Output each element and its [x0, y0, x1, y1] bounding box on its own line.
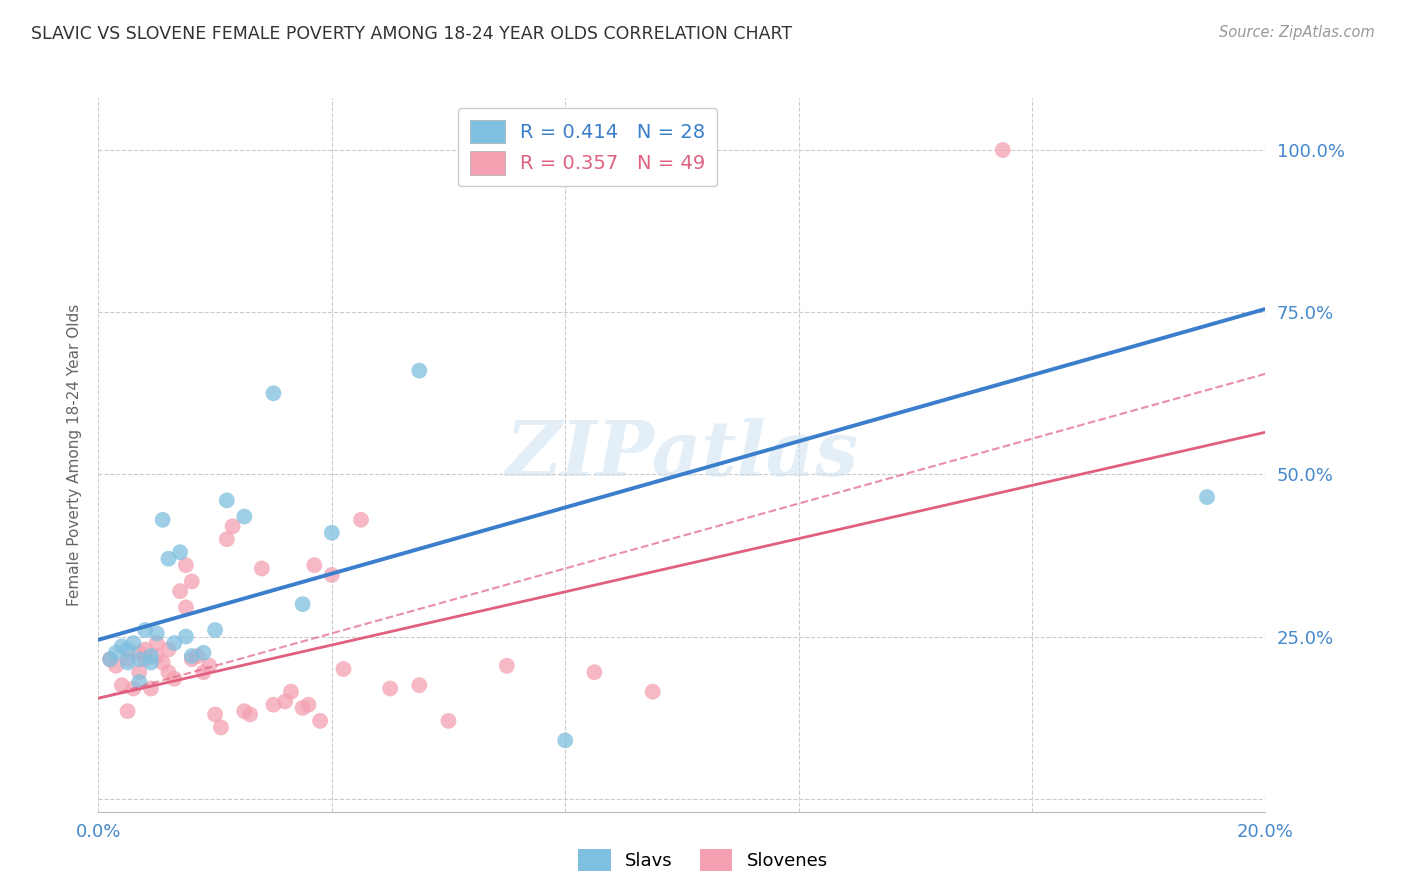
Point	[408, 678, 430, 692]
Point	[157, 665, 180, 680]
Point	[297, 698, 319, 712]
Point	[321, 525, 343, 540]
Point	[139, 681, 162, 696]
Point	[128, 652, 150, 666]
Point	[117, 652, 139, 666]
Point	[134, 623, 156, 637]
Point	[163, 672, 186, 686]
Point	[111, 678, 134, 692]
Point	[408, 363, 430, 377]
Point	[274, 694, 297, 708]
Point	[152, 513, 174, 527]
Point	[291, 597, 314, 611]
Point	[180, 648, 202, 663]
Point	[117, 704, 139, 718]
Point	[193, 665, 215, 680]
Point	[122, 636, 145, 650]
Point	[291, 701, 314, 715]
Point	[350, 513, 373, 527]
Point	[380, 681, 402, 696]
Point	[180, 652, 202, 666]
Point	[204, 623, 226, 637]
Point	[174, 600, 197, 615]
Point	[437, 714, 460, 728]
Point	[128, 646, 150, 660]
Point	[163, 636, 186, 650]
Text: SLAVIC VS SLOVENE FEMALE POVERTY AMONG 18-24 YEAR OLDS CORRELATION CHART: SLAVIC VS SLOVENE FEMALE POVERTY AMONG 1…	[31, 25, 792, 43]
Point	[98, 652, 121, 666]
Point	[139, 656, 162, 670]
Point	[117, 642, 139, 657]
Point	[641, 684, 664, 698]
Point	[332, 662, 354, 676]
Point	[262, 698, 284, 712]
Point	[239, 707, 262, 722]
Point	[157, 551, 180, 566]
Point	[104, 646, 127, 660]
Legend: Slavs, Slovenes: Slavs, Slovenes	[571, 842, 835, 879]
Point	[209, 720, 232, 734]
Text: ZIPatlas: ZIPatlas	[505, 418, 859, 491]
Point	[169, 545, 191, 559]
Point	[233, 704, 256, 718]
Point	[193, 646, 215, 660]
Point	[554, 733, 576, 747]
Point	[583, 665, 606, 680]
Point	[139, 648, 162, 663]
Point	[204, 707, 226, 722]
Point	[128, 665, 150, 680]
Y-axis label: Female Poverty Among 18-24 Year Olds: Female Poverty Among 18-24 Year Olds	[66, 304, 82, 606]
Legend: R = 0.414   N = 28, R = 0.357   N = 49: R = 0.414 N = 28, R = 0.357 N = 49	[458, 108, 717, 186]
Point	[321, 568, 343, 582]
Point	[98, 652, 121, 666]
Point	[146, 626, 169, 640]
Point	[991, 143, 1014, 157]
Point	[280, 684, 302, 698]
Point	[180, 574, 202, 589]
Point	[215, 493, 238, 508]
Point	[304, 558, 326, 573]
Point	[198, 658, 221, 673]
Point	[111, 640, 134, 654]
Point	[221, 519, 243, 533]
Point	[1195, 490, 1218, 504]
Point	[117, 656, 139, 670]
Text: Source: ZipAtlas.com: Source: ZipAtlas.com	[1219, 25, 1375, 40]
Point	[250, 561, 273, 575]
Point	[215, 533, 238, 547]
Point	[152, 656, 174, 670]
Point	[157, 642, 180, 657]
Point	[187, 648, 209, 663]
Point	[309, 714, 332, 728]
Point	[128, 675, 150, 690]
Point	[174, 630, 197, 644]
Point	[262, 386, 284, 401]
Point	[104, 658, 127, 673]
Point	[496, 658, 519, 673]
Point	[134, 642, 156, 657]
Point	[174, 558, 197, 573]
Point	[122, 681, 145, 696]
Point	[134, 652, 156, 666]
Point	[146, 648, 169, 663]
Point	[233, 509, 256, 524]
Point	[146, 636, 169, 650]
Point	[169, 584, 191, 599]
